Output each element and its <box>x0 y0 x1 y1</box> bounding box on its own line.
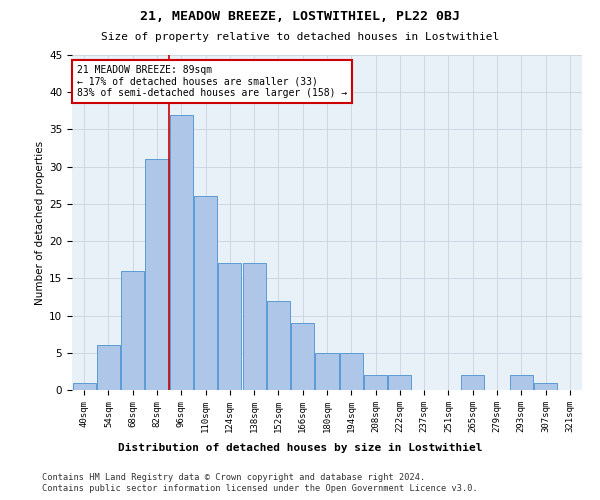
Text: Distribution of detached houses by size in Lostwithiel: Distribution of detached houses by size … <box>118 442 482 452</box>
Bar <box>364 375 387 390</box>
Bar <box>218 264 241 390</box>
Bar <box>121 271 144 390</box>
Bar <box>316 353 338 390</box>
Bar <box>388 375 412 390</box>
Bar <box>534 382 557 390</box>
Text: Contains public sector information licensed under the Open Government Licence v3: Contains public sector information licen… <box>42 484 478 493</box>
Bar <box>170 114 193 390</box>
Bar <box>267 300 290 390</box>
Text: Contains HM Land Registry data © Crown copyright and database right 2024.: Contains HM Land Registry data © Crown c… <box>42 472 425 482</box>
Bar <box>461 375 484 390</box>
Bar <box>97 346 120 390</box>
Text: 21, MEADOW BREEZE, LOSTWITHIEL, PL22 0BJ: 21, MEADOW BREEZE, LOSTWITHIEL, PL22 0BJ <box>140 10 460 23</box>
Bar <box>291 323 314 390</box>
Bar <box>145 159 169 390</box>
Text: 21 MEADOW BREEZE: 89sqm
← 17% of detached houses are smaller (33)
83% of semi-de: 21 MEADOW BREEZE: 89sqm ← 17% of detache… <box>77 65 347 98</box>
Bar <box>510 375 533 390</box>
Text: Size of property relative to detached houses in Lostwithiel: Size of property relative to detached ho… <box>101 32 499 42</box>
Bar <box>242 264 266 390</box>
Y-axis label: Number of detached properties: Number of detached properties <box>35 140 45 304</box>
Bar <box>340 353 363 390</box>
Bar <box>194 196 217 390</box>
Bar <box>73 382 95 390</box>
